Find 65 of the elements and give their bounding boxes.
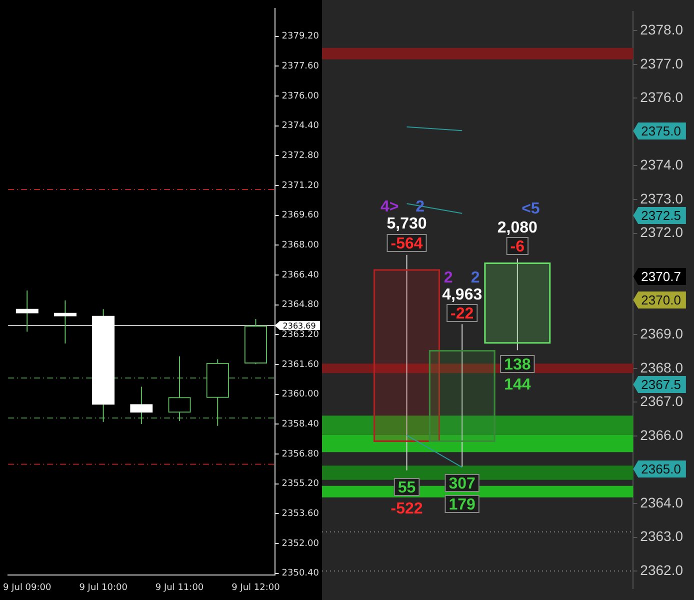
annotation: 5,730	[386, 215, 427, 232]
y-tick-label: 2355.20	[282, 479, 320, 490]
annotation: 179	[448, 496, 476, 514]
y-tick-label: 2366.0	[640, 426, 684, 443]
y-tick-label: 2376.0	[640, 89, 684, 106]
x-tick-label: 9 Jul 12:00	[232, 582, 280, 593]
y-tick-label: 2379.20	[282, 32, 320, 42]
y-tick-label: 2371.20	[282, 180, 320, 191]
y-tick-label: 2350.40	[282, 568, 320, 579]
y-tick-label: 2377.60	[282, 62, 320, 72]
y-tick-label: 2362.0	[640, 562, 684, 578]
text: 2372.5	[641, 208, 681, 224]
y-tick-label: 2363.20	[282, 330, 320, 340]
annotation: 2	[444, 269, 453, 286]
candlestick	[54, 300, 77, 344]
text: 2370.0	[641, 292, 681, 308]
ref-line-label: 2363.69	[282, 322, 316, 331]
annotation: 2	[470, 269, 480, 286]
text: 2365.0	[641, 462, 681, 477]
annotation: 307	[448, 475, 476, 492]
annotation: 144	[504, 376, 531, 394]
text: 2375.0	[641, 124, 681, 139]
y-tick-label: 2372.0	[640, 224, 684, 240]
y-tick-label: 2366.40	[282, 270, 320, 280]
y-tick-label: 2369.0	[640, 325, 684, 342]
y-tick-label: 2374.40	[282, 121, 320, 132]
y-tick-label: 2356.80	[282, 449, 320, 460]
y-tick-label: 2358.40	[282, 420, 320, 430]
text: 2370.7	[641, 269, 681, 284]
annotation: 4,963	[442, 286, 482, 304]
text: 2367.5	[641, 377, 681, 392]
y-tick-label: 2368.00	[282, 240, 320, 251]
y-tick-label: 2364.80	[282, 300, 320, 310]
y-tick-label: 2361.60	[282, 360, 320, 370]
annotation: 55	[398, 479, 416, 496]
annotation: -564	[390, 235, 423, 252]
y-tick-label: 2369.60	[282, 210, 320, 221]
y-tick-label: 2373.0	[640, 190, 684, 206]
y-tick-label: 2377.0	[640, 55, 684, 72]
x-tick-label: 9 Jul 09:00	[2, 582, 52, 593]
y-tick-label: 2364.0	[640, 494, 684, 510]
candlestick	[168, 356, 191, 422]
y-tick-label: 2378.0	[640, 22, 684, 38]
candlestick	[16, 290, 38, 332]
candlestick	[428, 324, 496, 468]
y-tick-label: 2372.80	[282, 151, 320, 162]
y-tick-label: 2368.0	[640, 359, 684, 376]
y-tick-label: 2376.00	[282, 91, 320, 102]
x-tick-label: 9 Jul 10:00	[79, 582, 128, 593]
annotation: -22	[450, 305, 474, 322]
y-tick-label: 2353.60	[282, 509, 320, 520]
x-tick-label: 9 Jul 11:00	[155, 582, 204, 593]
annotation: 4>	[380, 198, 399, 216]
y-tick-label: 2352.00	[282, 538, 320, 549]
y-tick-label: 2363.0	[640, 528, 684, 544]
candlestick	[484, 258, 551, 351]
annotation: -6	[510, 238, 525, 256]
candlestick	[130, 386, 153, 424]
annotation: <5	[522, 200, 540, 218]
y-tick-label: 2374.0	[640, 156, 684, 173]
annotation: 138	[504, 356, 531, 374]
annotation: 2,080	[497, 219, 538, 236]
y-tick-label: 2367.0	[640, 393, 684, 410]
y-tick-label: 2360.00	[282, 390, 320, 400]
annotation: -522	[390, 500, 423, 518]
